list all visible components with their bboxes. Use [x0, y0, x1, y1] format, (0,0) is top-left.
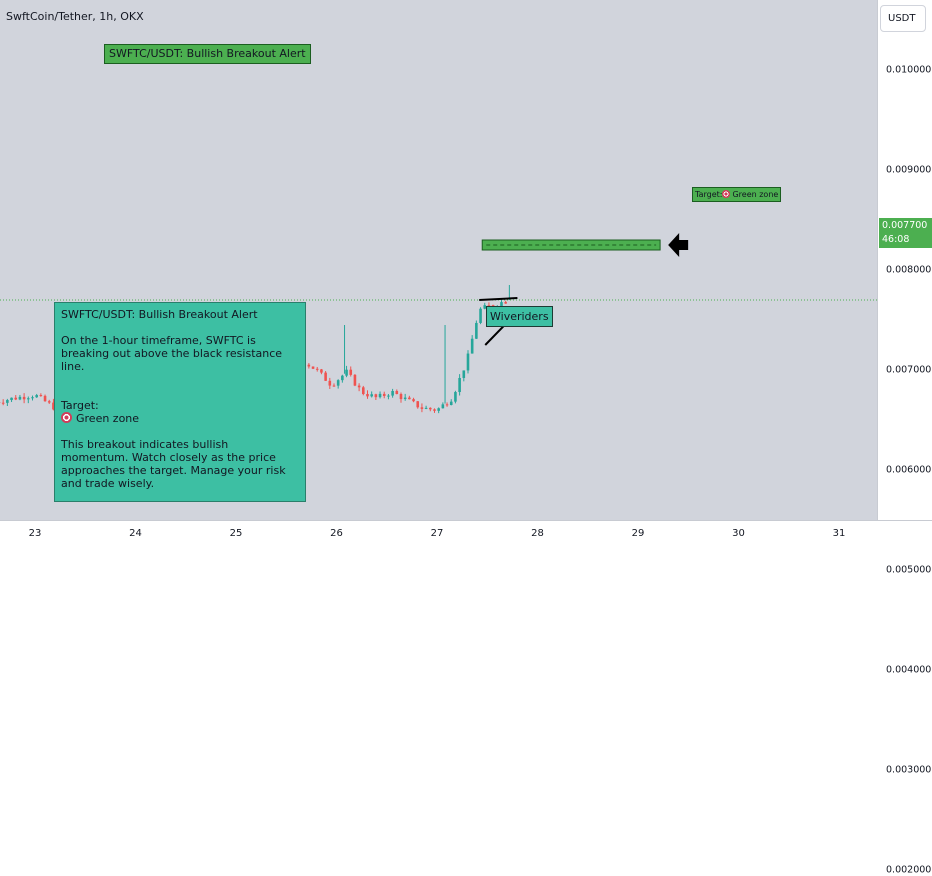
info-box-paragraph-2: This breakout indicates bullish momentum…: [61, 438, 299, 490]
info-box-target-line: Green zone: [61, 412, 299, 425]
price-tick-label: 0.003000: [886, 765, 931, 776]
time-tick-label: 23: [29, 528, 42, 539]
candle-body: [412, 399, 415, 401]
candle-body: [450, 402, 453, 405]
candle-body: [6, 400, 9, 403]
candle-body: [467, 354, 470, 371]
candle-body: [463, 370, 466, 378]
candle-body: [345, 370, 348, 376]
candle-body: [354, 375, 357, 386]
candle-body: [446, 404, 449, 405]
time-tick-label: 26: [330, 528, 343, 539]
candle-body: [312, 366, 315, 368]
candle-body: [404, 398, 407, 399]
time-tick-label: 24: [129, 528, 142, 539]
candle-body: [40, 395, 43, 396]
price-tick-label: 0.004000: [886, 665, 931, 676]
price-tick-label: 0.007000: [886, 365, 931, 376]
candle-body: [324, 373, 327, 381]
candle-body: [379, 394, 382, 397]
info-box-target-value: Green zone: [76, 412, 139, 425]
candle-body: [504, 302, 507, 303]
target-label-value: Green zone: [732, 190, 778, 199]
candle-body: [349, 370, 352, 375]
price-tick-label: 0.009000: [886, 165, 931, 176]
target-label-prefix: Target:: [695, 190, 722, 199]
candle-body: [458, 378, 461, 392]
time-tick-label: 30: [732, 528, 745, 539]
candle-body: [421, 407, 424, 409]
bar-countdown: 46:08: [882, 233, 932, 247]
resistance-line: [479, 298, 517, 300]
candle-body: [14, 398, 17, 400]
candle-body: [10, 398, 13, 400]
candle-body: [391, 391, 394, 396]
candle-body: [387, 396, 390, 397]
price-tick-label: 0.002000: [886, 865, 931, 876]
target-icon: [61, 412, 72, 423]
price-tick-label: 0.010000: [886, 65, 931, 76]
candle-body: [479, 309, 482, 323]
info-box-target-heading: Target:: [61, 399, 299, 412]
time-scale[interactable]: 23 24 25 26 27 28 29 30 31: [0, 520, 932, 551]
candle-body: [44, 396, 47, 401]
candle-body: [416, 401, 419, 407]
candle-body: [475, 323, 478, 339]
candle-body: [27, 398, 30, 399]
candle-body: [429, 408, 432, 409]
chart-area[interactable]: SwftCoin/Tether, 1h, OKX SWFTC/USDT: Bul…: [0, 0, 877, 520]
time-tick-label: 25: [230, 528, 243, 539]
time-tick-label: 29: [632, 528, 645, 539]
info-box[interactable]: SWFTC/USDT: Bullish Breakout Alert On th…: [54, 302, 306, 502]
last-price-tag: 0.007700 46:08: [879, 218, 932, 248]
info-box-title: SWFTC/USDT: Bullish Breakout Alert: [61, 308, 299, 321]
candle-body: [383, 394, 386, 396]
info-box-paragraph-1: On the 1-hour timeframe, SWFTC is breaki…: [61, 334, 299, 373]
candle-body: [442, 404, 445, 408]
candle-body: [370, 394, 373, 396]
target-icon: [722, 190, 730, 198]
candle-body: [375, 394, 378, 397]
target-label[interactable]: Target: Green zone: [692, 187, 781, 202]
candle-body: [400, 394, 403, 399]
candle-body: [337, 380, 340, 386]
price-tick-label: 0.006000: [886, 465, 931, 476]
candle-body: [396, 391, 399, 394]
candle-body: [437, 408, 440, 411]
candle-body: [366, 394, 369, 396]
last-price-value: 0.007700: [882, 219, 932, 233]
candle-body: [23, 397, 26, 399]
symbol-title[interactable]: SwftCoin/Tether, 1h, OKX: [6, 10, 144, 23]
candle-body: [471, 339, 474, 354]
candle-body: [341, 376, 344, 380]
left-arrow-icon: [668, 233, 688, 257]
candle-body: [48, 401, 51, 402]
candle-body: [425, 408, 428, 409]
candle-body: [433, 409, 436, 410]
currency-button[interactable]: USDT: [880, 5, 926, 32]
time-tick-label: 31: [833, 528, 846, 539]
price-tick-label: 0.008000: [886, 265, 931, 276]
candle-body: [329, 381, 332, 386]
candle-body: [35, 395, 38, 397]
candle-body: [320, 369, 323, 372]
candle-body: [308, 365, 311, 367]
candle-body: [408, 398, 411, 400]
alert-badge[interactable]: SWFTC/USDT: Bullish Breakout Alert: [104, 44, 311, 64]
candle-body: [362, 387, 365, 394]
candle-body: [454, 392, 457, 402]
candle-body: [358, 386, 361, 388]
candle-body: [2, 403, 5, 404]
time-tick-label: 27: [431, 528, 444, 539]
time-tick-label: 28: [531, 528, 544, 539]
price-tick-label: 0.005000: [886, 565, 931, 576]
candle-body: [316, 369, 319, 370]
candle-body: [31, 397, 34, 398]
candle-body: [19, 397, 22, 400]
candle-body: [333, 386, 336, 387]
wiveriders-label[interactable]: Wiveriders: [486, 306, 553, 327]
price-scale[interactable]: 0.0110000.0100000.0090000.0080000.007000…: [877, 0, 932, 520]
